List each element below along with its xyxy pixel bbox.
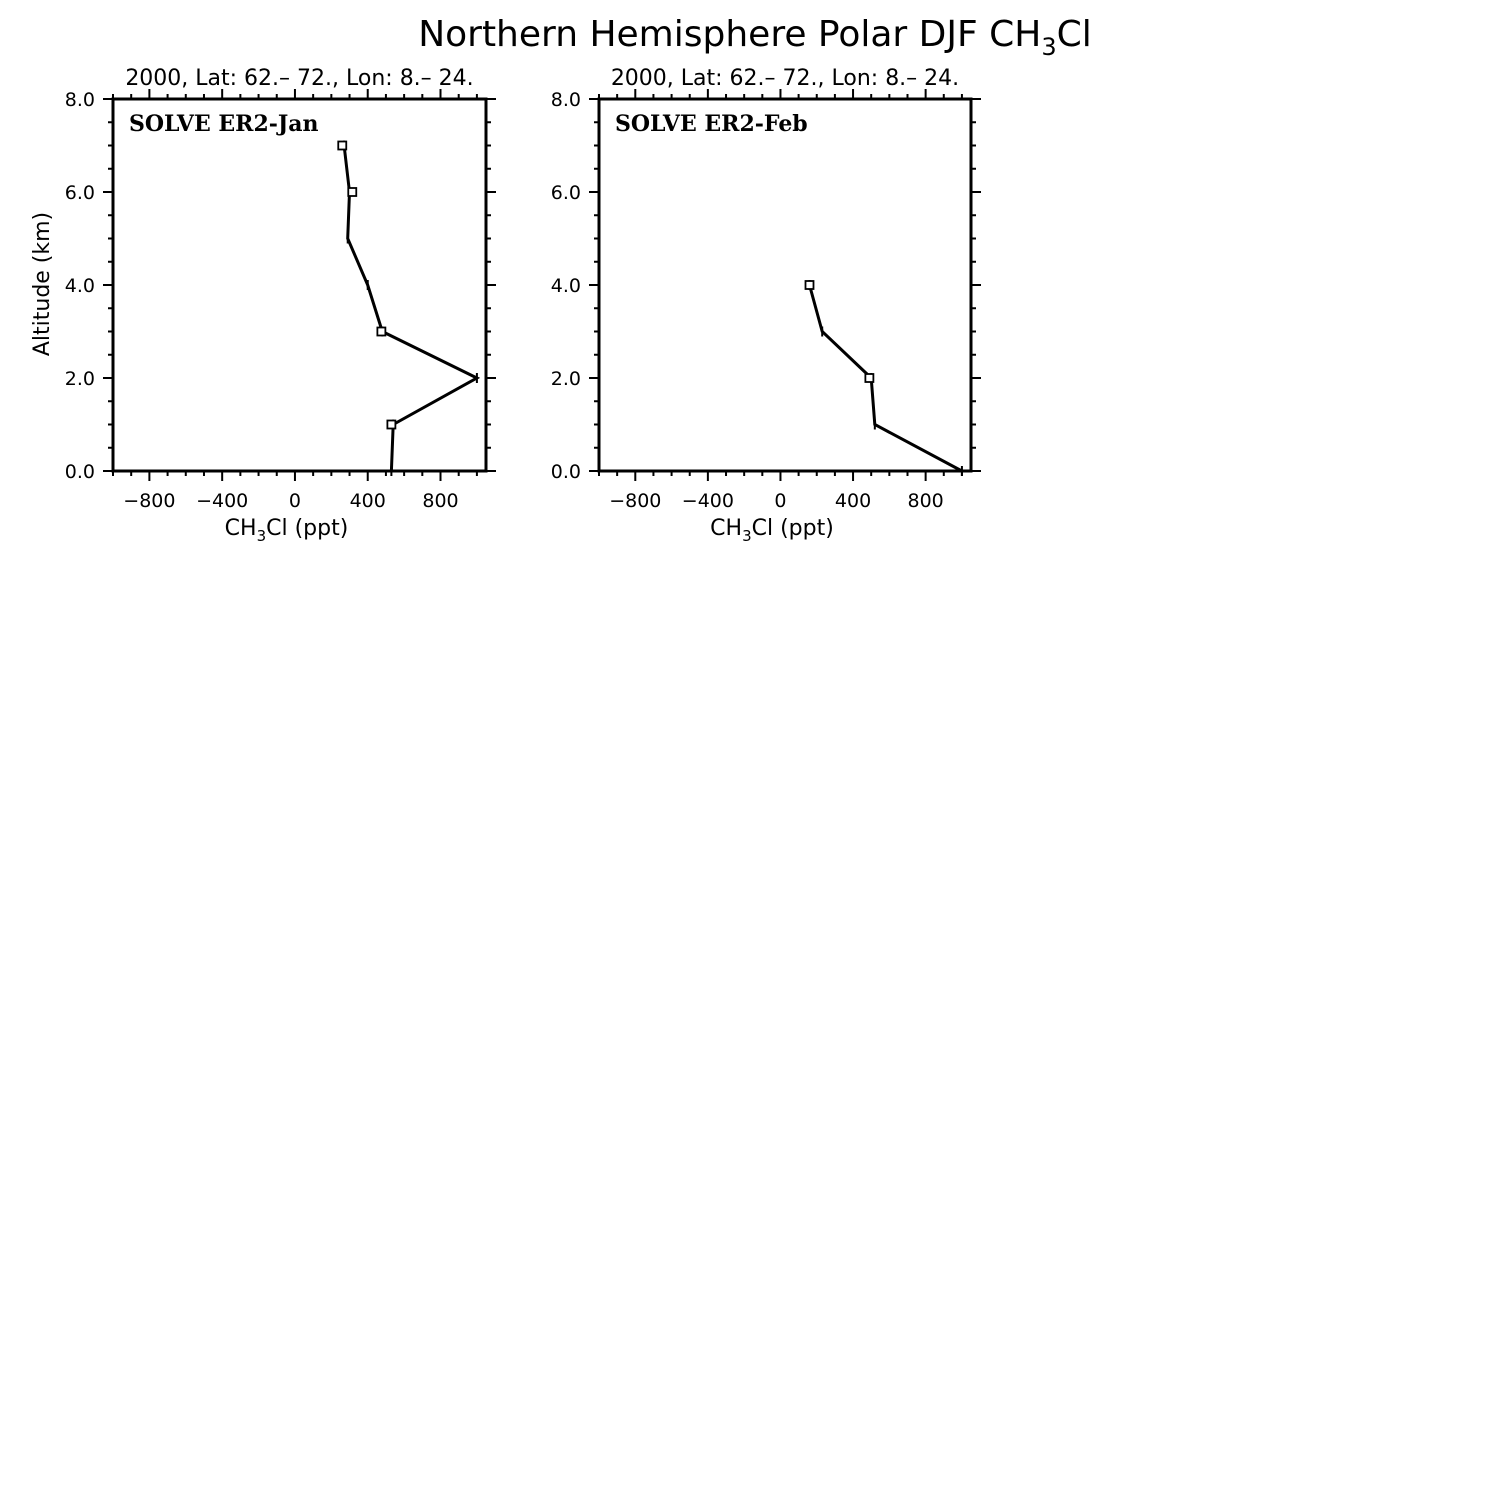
x-tick-label: −800 bbox=[609, 490, 661, 512]
y-axis-label: Altitude (km) bbox=[30, 212, 55, 356]
x-tick-label: 400 bbox=[350, 490, 386, 512]
data-point-marker bbox=[864, 373, 875, 383]
data-point-marker bbox=[347, 187, 358, 197]
data-point-marker bbox=[337, 140, 348, 151]
y-tick-label: 4.0 bbox=[551, 275, 581, 297]
data-point-marker bbox=[376, 326, 387, 337]
x-tick-label: 0 bbox=[289, 490, 301, 512]
chart-panel-1: −800 −400 0 400 800 0.0 2.0 4.0 6.0 8.0 2000, Lat:… bbox=[30, 66, 496, 545]
x-tick-label: 800 bbox=[908, 490, 944, 512]
x-tick-label: −400 bbox=[196, 490, 248, 512]
y-tick-label: 2.0 bbox=[65, 368, 95, 390]
x-tick-label: −400 bbox=[682, 490, 734, 512]
x-tick-label: 800 bbox=[422, 490, 458, 512]
chart-panel-2: −800 −400 0 400 800 0.0 2.0 4.0 6.0 8.0 2000, Lat:… bbox=[551, 66, 981, 545]
x-axis-label: CH3Cl (ppt) bbox=[710, 516, 834, 545]
y-tick-label: 2.0 bbox=[551, 368, 581, 390]
y-tick-label: 8.0 bbox=[65, 89, 95, 111]
x-tick-label: 0 bbox=[774, 490, 786, 512]
panel-subtitle: 2000, Lat: 62.– 72., Lon: 8.– 24. bbox=[611, 66, 959, 91]
y-tick-label: 0.0 bbox=[551, 461, 581, 483]
panels: −800 −400 0 400 800 0.0 2.0 4.0 6.0 8.0 2000, Lat:… bbox=[30, 66, 981, 545]
panel-subtitle: 2000, Lat: 62.– 72., Lon: 8.– 24. bbox=[125, 66, 473, 91]
panel-label: SOLVE ER2-Feb bbox=[615, 111, 808, 137]
x-tick-label: −800 bbox=[123, 490, 175, 512]
y-tick-label: 8.0 bbox=[551, 89, 581, 111]
y-tick-label: 4.0 bbox=[65, 275, 95, 297]
x-axis-label: CH3Cl (ppt) bbox=[225, 516, 349, 545]
y-tick-label: 6.0 bbox=[551, 182, 581, 204]
figure-title: Northern Hemisphere Polar DJF CH3Cl bbox=[418, 14, 1092, 61]
y-tick-label: 6.0 bbox=[65, 182, 95, 204]
panel-label: SOLVE ER2-Jan bbox=[129, 111, 319, 137]
x-tick-label: 400 bbox=[835, 490, 871, 512]
series-line bbox=[342, 145, 481, 472]
data-point-marker bbox=[804, 280, 815, 290]
data-point-marker bbox=[386, 419, 397, 430]
y-tick-label: 0.0 bbox=[65, 461, 95, 483]
